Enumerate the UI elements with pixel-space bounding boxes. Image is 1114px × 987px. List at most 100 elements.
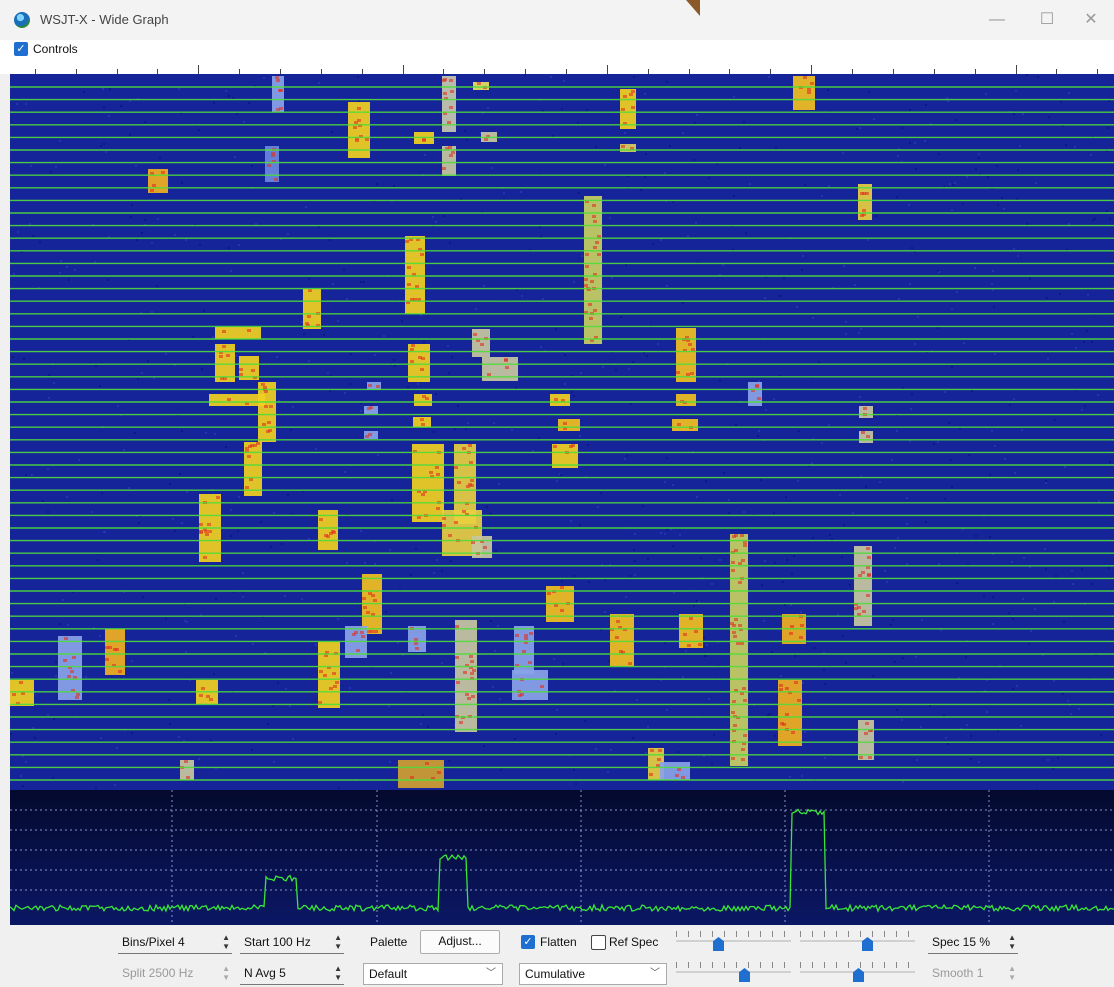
waterfall-noise [389,549,391,551]
signal-speckle [656,764,660,767]
signal-speckle [361,635,365,638]
palette-combo[interactable]: Default ﹀ [363,963,503,985]
signal-speckle [454,521,458,524]
signal-speckle [483,546,487,549]
spin-arrows-icon[interactable]: ▲ ▼ [222,964,230,982]
spectrum-mode-combo[interactable]: Cumulative ﹀ [519,963,667,985]
ruler-tick [892,69,894,74]
slider-thumb[interactable] [862,937,873,951]
waterfall-noise [475,308,477,310]
waterfall-noise [511,429,513,431]
signal-speckle [329,532,333,535]
waterfall-noise [909,440,911,442]
signal-speckle [779,688,783,691]
minimize-button[interactable]: — [989,11,1005,28]
waterfall-noise [47,468,49,470]
waterfall-noise [705,480,707,482]
waterfall-noise [947,100,949,102]
waterfall-noise [812,537,814,539]
waterfall-noise [514,738,516,740]
waterfall-noise [586,109,588,111]
bins-pixel-spinbox[interactable]: Bins/Pixel 4 ▲ ▼ [118,932,232,954]
waterfall-noise [956,291,958,293]
signal-speckle [253,376,257,379]
waterfall-noise [685,650,687,652]
signal-speckle [247,455,251,458]
frequency-ruler[interactable]: 500 1000 1500 2000 2500 [0,40,1114,109]
spin-arrows-icon[interactable]: ▲ ▼ [1008,964,1016,982]
smooth-spinbox[interactable]: Smooth 1 ▲ ▼ [928,963,1018,985]
spin-arrows-icon[interactable]: ▲ ▼ [334,933,342,951]
waterfall-noise [951,486,953,488]
signal-speckle [430,475,434,478]
waterfall-noise [140,312,142,314]
waterfall-noise [301,321,303,323]
waterfall-noise [315,644,317,646]
signal-speckle [429,471,433,474]
signal-speckle [590,339,594,342]
zero-slider[interactable] [800,930,915,952]
signal-speckle [245,447,249,450]
waterfall-noise [956,582,958,584]
signal-trace [215,327,261,339]
gain-slider[interactable] [676,930,791,952]
signal-speckle [308,289,312,292]
signal-speckle [685,336,689,339]
controls-checkbox[interactable]: ✓ [14,42,28,56]
waterfall-noise [1023,557,1025,559]
waterfall-noise [796,306,798,308]
spectrum-plot[interactable] [10,790,1114,925]
waterfall-noise [865,486,867,488]
waterfall-noise [1067,700,1069,702]
waterfall-noise [301,598,303,600]
close-button[interactable]: ✕ [1084,11,1098,28]
spec-percent-spinbox[interactable]: Spec 15 % ▲ ▼ [928,932,1018,954]
signal-speckle [371,594,375,597]
avg-zero-slider[interactable] [800,961,915,983]
waterfall-noise [793,555,795,557]
ruler-tick [811,65,813,74]
spin-arrows-icon[interactable]: ▲ ▼ [222,933,230,951]
ruler-tick [974,69,976,74]
signal-speckle [264,390,268,393]
signal-speckle [619,650,623,653]
signal-speckle [480,540,484,543]
split-spinbox[interactable]: Split 2500 Hz ▲ ▼ [118,963,232,985]
waterfall-noise [758,430,760,432]
flatten-checkbox[interactable]: ✓ [521,935,535,949]
waterfall-noise [703,637,705,639]
chevron-down-icon: ﹀ [650,968,660,979]
waterfall-noise [78,459,80,461]
waterfall-noise [415,548,417,550]
signal-speckle [755,385,759,388]
waterfall-noise [828,424,830,426]
waterfall-noise [52,777,54,779]
signal-speckle [363,606,367,609]
signal-speckle [866,547,870,550]
start-frequency-spinbox[interactable]: Start 100 Hz ▲ ▼ [240,932,344,954]
waterfall-canvas [10,74,1114,790]
slider-thumb[interactable] [713,937,724,951]
waterfall-noise [571,375,573,377]
waterfall-display[interactable] [10,74,1114,790]
slider-thumb[interactable] [739,968,750,982]
signal-speckle [443,78,447,81]
avg-gain-slider[interactable] [676,961,791,983]
maximize-button[interactable]: ☐ [1039,11,1055,28]
signal-speckle [223,377,227,380]
adjust-palette-button[interactable]: Adjust... [420,930,500,954]
spin-arrows-icon[interactable]: ▲ ▼ [334,964,342,982]
signal-speckle [800,624,804,627]
waterfall-noise [360,530,362,532]
waterfall-noise [577,122,579,124]
ruler-tick [75,69,77,74]
waterfall-noise [943,714,945,716]
navg-spinbox[interactable]: N Avg 5 ▲ ▼ [240,963,344,985]
waterfall-noise [898,298,900,300]
spin-arrows-icon[interactable]: ▲ ▼ [1008,933,1016,951]
signal-speckle [734,618,738,621]
waterfall-noise [902,781,904,783]
ref-spec-checkbox[interactable] [591,935,606,950]
waterfall-noise [305,206,307,208]
slider-thumb[interactable] [853,968,864,982]
